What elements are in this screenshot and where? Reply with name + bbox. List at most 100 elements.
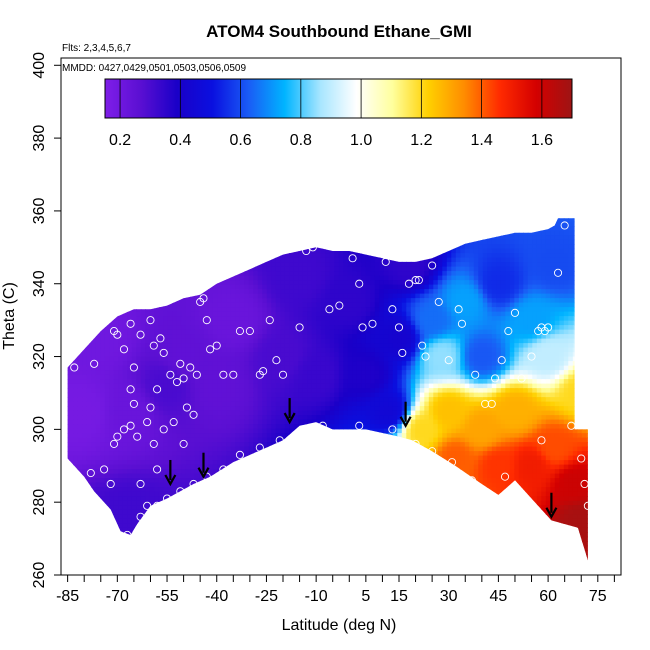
heatmap-cell (190, 442, 196, 448)
heatmap-cell (280, 419, 286, 425)
heatmap-cell (118, 230, 124, 236)
heatmap-cell (163, 415, 169, 421)
heatmap-cell (280, 307, 286, 313)
heatmap-cell (149, 446, 155, 452)
heatmap-cell (190, 311, 196, 317)
heatmap-cell (226, 218, 232, 223)
heatmap-cell (176, 442, 182, 448)
heatmap-cell (82, 505, 88, 511)
heatmap-cell (123, 213, 128, 218)
heatmap-cell (149, 496, 155, 502)
heatmap-cell (239, 491, 245, 497)
heatmap-cell (167, 370, 173, 376)
heatmap-cell (136, 564, 141, 569)
heatmap-cell (298, 564, 303, 569)
heatmap-cell (194, 334, 200, 340)
heatmap-cell (82, 536, 88, 542)
heatmap-cell (122, 293, 128, 299)
heatmap-cell (262, 370, 268, 376)
heatmap-cell (154, 469, 160, 475)
heatmap-cell (253, 271, 259, 277)
heatmap-cell (140, 235, 146, 241)
heatmap-cell (217, 271, 223, 277)
heatmap-cell (131, 505, 137, 511)
heatmap-cell (104, 266, 110, 272)
heatmap-cell (68, 478, 74, 484)
heatmap-cell (109, 428, 115, 434)
heatmap-cell (82, 235, 88, 241)
heatmap-cell (307, 347, 313, 353)
heatmap-cell (334, 509, 340, 515)
heatmap-cell (298, 536, 304, 542)
heatmap-cell (266, 280, 272, 286)
heatmap-cell (145, 379, 151, 385)
heatmap-cell (212, 343, 218, 349)
heatmap-cell (302, 289, 308, 295)
heatmap-cell (109, 536, 115, 542)
heatmap-cell (95, 329, 101, 335)
heatmap-cell (199, 419, 205, 425)
heatmap-cell (154, 298, 160, 304)
heatmap-cell (338, 379, 344, 385)
heatmap-cell (208, 221, 214, 227)
heatmap-cell (199, 564, 204, 569)
heatmap-cell (329, 280, 335, 286)
heatmap-cell (302, 347, 308, 353)
heatmap-cell (127, 338, 133, 344)
heatmap-cell (145, 397, 151, 403)
heatmap-cell (73, 370, 79, 376)
heatmap-cell (325, 356, 331, 362)
heatmap-cell (230, 428, 236, 434)
heatmap-cell (262, 500, 268, 506)
heatmap-cell (91, 302, 97, 308)
heatmap-cell (257, 401, 263, 407)
heatmap-cell (145, 536, 151, 542)
heatmap-cell (311, 257, 317, 263)
heatmap-cell (307, 550, 313, 556)
heatmap-cell (68, 226, 74, 232)
heatmap-cell (163, 482, 169, 488)
heatmap-cell (158, 221, 164, 227)
heatmap-cell (67, 496, 70, 502)
heatmap-cell (257, 518, 263, 524)
heatmap-cell (293, 532, 299, 538)
heatmap-cell (298, 204, 303, 209)
heatmap-cell (149, 266, 155, 272)
heatmap-cell (154, 464, 160, 470)
heatmap-cell (253, 307, 259, 313)
heatmap-cell (91, 406, 97, 412)
heatmap-cell (338, 280, 344, 286)
heatmap-cell (109, 361, 115, 367)
heatmap-cell (235, 343, 241, 349)
heatmap-cell (118, 406, 124, 412)
heatmap-cell (303, 204, 308, 209)
heatmap-cell (68, 550, 74, 556)
heatmap-cell (280, 213, 285, 218)
heatmap-cell (172, 392, 178, 398)
heatmap-cell (329, 338, 335, 344)
heatmap-cell (248, 329, 254, 335)
heatmap-cell (208, 213, 213, 218)
heatmap-cell (298, 392, 304, 398)
heatmap-cell (163, 239, 169, 245)
heatmap-cell (253, 230, 259, 236)
heatmap-cell (73, 536, 79, 542)
heatmap-cell (67, 347, 70, 353)
heatmap-cell (275, 329, 281, 335)
heatmap-cell (118, 239, 124, 245)
heatmap-cell (217, 478, 223, 484)
heatmap-cell (140, 554, 146, 560)
heatmap-cell (67, 464, 70, 470)
heatmap-cell (136, 392, 142, 398)
heatmap-cell (293, 302, 299, 308)
heatmap-cell (145, 505, 151, 511)
heatmap-cell (307, 280, 313, 286)
heatmap-cell (217, 262, 223, 268)
heatmap-cell (311, 298, 317, 304)
heatmap-cell (199, 527, 205, 533)
heatmap-cell (293, 482, 299, 488)
heatmap-cell (262, 307, 268, 313)
heatmap-cell (194, 469, 200, 475)
heatmap-cell (217, 415, 223, 421)
heatmap-cell (226, 514, 232, 520)
